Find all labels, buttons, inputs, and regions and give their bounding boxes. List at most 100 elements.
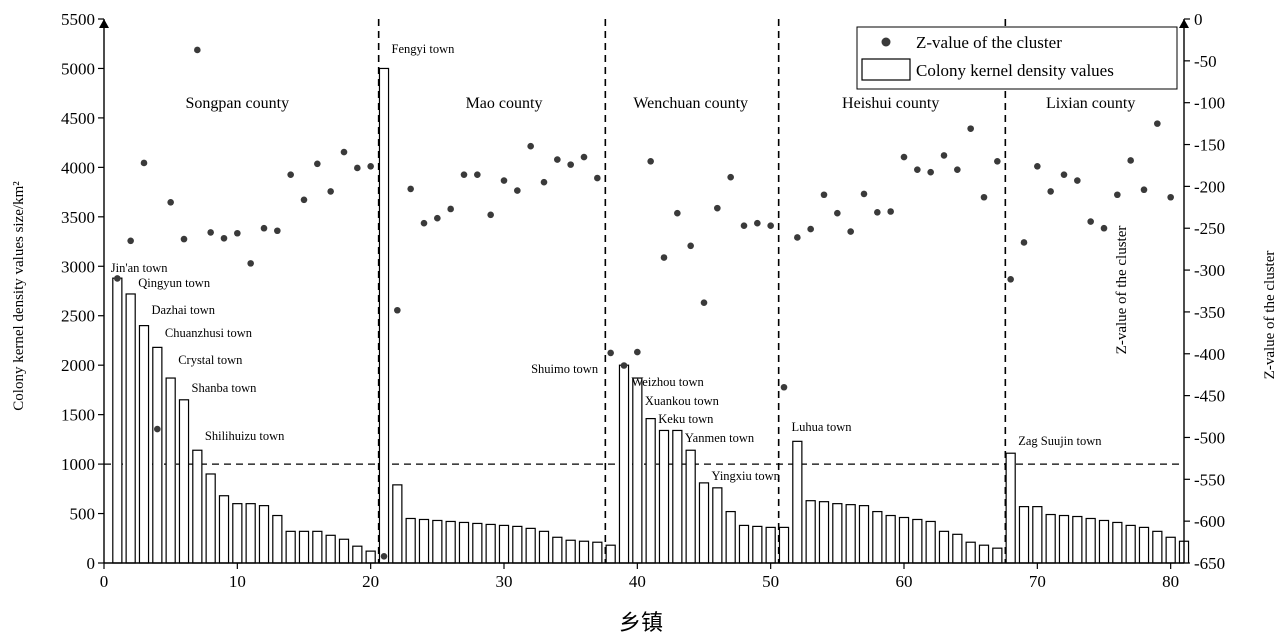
density-bar [632,377,643,564]
left-y-tick-label: 1000 [61,455,95,474]
county-label: Mao county [466,95,543,112]
z-value-point [140,159,148,167]
z-value-point [207,229,214,236]
z-value-point [487,211,494,219]
density-bar [765,526,776,564]
density-bar [898,516,910,564]
density-bar [578,540,590,564]
town-label: Zag Suujin town [1018,434,1102,448]
z-value-point [367,163,374,170]
right-y-tick-label: -500 [1194,428,1225,447]
county-labels: Songpan county Mao county Wenchuan county H… [186,95,1136,112]
z-value-point [500,177,508,184]
z-value-point [1100,224,1108,232]
density-bar [445,520,456,564]
density-bar [538,530,550,564]
z-value-point [287,171,294,178]
x-tick-label: 80 [1162,572,1179,591]
axes [99,19,1189,564]
density-bar [312,530,323,564]
density-bar [912,518,923,564]
right-y-tick-label: 0 [1194,10,1203,29]
density-bar [338,538,350,564]
z-value-point [514,187,521,194]
town-label: Weizhou town [632,375,705,389]
z-value-point [714,204,721,212]
county-label: Songpan county [186,95,290,112]
density-bar [1032,506,1043,564]
z-value-point [1074,177,1081,184]
right-y-tick-label: -300 [1194,261,1225,280]
town-label: Qingyun town [138,276,211,290]
town-label: Crystal town [178,353,243,367]
density-bar [845,504,856,564]
density-bar [325,534,336,564]
z-value-point [1060,171,1068,178]
right-axis-title-inner: Z-value of the cluster [1114,226,1130,355]
z-value-point [927,168,934,176]
z-value-point [354,164,361,172]
town-label: Shuimo town [531,362,599,376]
z-value-point [554,156,561,163]
right-y-tick-label: -150 [1194,136,1225,155]
density-bar [1072,515,1083,564]
density-bar [792,440,803,564]
density-bar [1098,519,1110,564]
z-value-point [234,229,241,237]
density-bar [1112,521,1123,564]
z-value-point [860,190,868,198]
z-value-point [154,425,161,433]
density-bar [952,533,963,564]
town-label: Shilihuizu town [205,429,285,443]
right-y-tick-label: -450 [1194,387,1225,406]
z-value-point [674,209,681,217]
z-value-point [167,198,174,206]
density-bar [552,536,563,564]
x-axis-title: 乡镇 [619,610,663,635]
legend-dot-marker [881,37,891,47]
z-value-point [1154,120,1161,127]
z-value-point [474,171,481,178]
town-label: Yingxiu town [712,469,781,483]
z-value-point [1020,239,1028,246]
left-y-tick-label: 3500 [61,208,95,227]
left-y-tick-label: 2000 [61,356,95,375]
density-bar [418,518,430,564]
z-value-point [634,348,641,356]
z-value-point [594,174,601,182]
z-value-point [620,362,628,369]
density-bar [1125,524,1136,564]
z-value-point [767,222,774,230]
z-value-point [567,161,574,168]
density-bar [512,525,523,564]
county-label: Heishui county [842,95,939,112]
density-bar [525,527,536,564]
density-bar [965,541,976,564]
density-bar [1005,452,1016,564]
z-value-point [194,46,201,54]
density-bar [112,277,123,564]
x-tick-label: 40 [629,572,646,591]
z-value-point [127,237,134,245]
town-label: Dazhai town [152,303,216,317]
density-bar [645,417,656,564]
z-value-point [1087,218,1094,225]
z-value-point [460,171,468,178]
z-value-point [380,553,388,560]
z-value-point [820,191,828,199]
density-bar [565,539,576,564]
density-bar [232,503,243,564]
density-bar [125,293,136,564]
z-value-point [300,196,308,204]
density-bar [725,510,736,564]
density-bar [1152,530,1163,564]
z-value-series [114,46,1174,560]
county-label: Wenchuan county [633,95,748,112]
density-bar [378,67,390,564]
right-y-tick-label: -50 [1194,52,1217,71]
town-label: Yanmen town [685,431,755,445]
x-tick-label: 20 [362,572,379,591]
bar-series [112,67,1190,564]
density-bar [298,530,310,564]
right-axis-arrow [1179,19,1189,28]
